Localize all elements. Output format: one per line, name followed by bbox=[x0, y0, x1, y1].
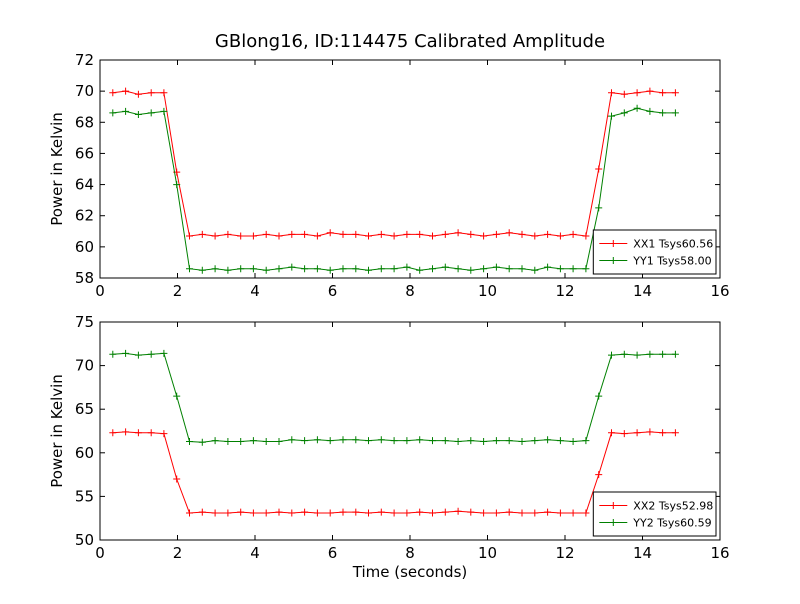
x-tick-label: 10 bbox=[478, 544, 497, 562]
x-tick-label: 2 bbox=[173, 282, 183, 300]
bottom-plot: 0 2 4 6 8 10 12 14 16 50 55 60 65 70 75 XX2 Tsys52.98 YY… bbox=[75, 313, 730, 562]
legend-label: YY1 Tsys58.00 bbox=[632, 255, 711, 268]
legend-label: XX2 Tsys52.98 bbox=[633, 500, 713, 513]
y-tick-label: 65 bbox=[75, 400, 94, 418]
y-tick-label: 66 bbox=[75, 144, 94, 162]
x-tick-label: 8 bbox=[405, 282, 415, 300]
x-tick-label: 0 bbox=[95, 544, 105, 562]
series-line-yy2 bbox=[112, 352, 676, 443]
x-tick-label: 10 bbox=[478, 282, 497, 300]
x-tick-label: 0 bbox=[95, 282, 105, 300]
series-line-xx1 bbox=[112, 90, 676, 237]
x-tick-label: 6 bbox=[328, 282, 338, 300]
x-tick-label: 12 bbox=[555, 282, 574, 300]
legend-marker-sample bbox=[609, 240, 617, 247]
legend-box bbox=[592, 229, 717, 275]
y-tick-label: 70 bbox=[75, 82, 94, 100]
bottom-y-axis-label: Power in Kelvin bbox=[48, 374, 66, 488]
x-axis-label: Time (seconds) bbox=[352, 563, 468, 581]
legend-marker-sample bbox=[609, 519, 617, 526]
legend-label: YY2 Tsys60.59 bbox=[632, 517, 711, 530]
y-tick-label: 70 bbox=[75, 357, 94, 375]
figure-title: GBlong16, ID:114475 Calibrated Amplitude bbox=[215, 31, 605, 52]
series-markers-xx1 bbox=[109, 87, 679, 240]
x-tick-label: 14 bbox=[633, 544, 652, 562]
y-tick-label: 55 bbox=[75, 487, 94, 505]
legend-box bbox=[592, 491, 717, 537]
x-tick-label: 14 bbox=[633, 282, 652, 300]
x-tick-label: 12 bbox=[555, 544, 574, 562]
series-markers-yy2 bbox=[109, 349, 679, 446]
y-tick-label: 60 bbox=[75, 238, 94, 256]
y-tick-label: 50 bbox=[75, 531, 94, 549]
x-tick-label: 2 bbox=[173, 544, 183, 562]
x-tick-label: 4 bbox=[250, 544, 260, 562]
y-tick-label: 68 bbox=[75, 113, 94, 131]
top-y-axis-label: Power in Kelvin bbox=[48, 112, 66, 226]
y-tick-label: 72 bbox=[75, 51, 94, 69]
x-tick-label: 8 bbox=[405, 544, 415, 562]
legend-marker-sample bbox=[609, 502, 617, 509]
y-tick-label: 75 bbox=[75, 313, 94, 331]
x-tick-label: 16 bbox=[710, 544, 729, 562]
y-tick-label: 64 bbox=[75, 176, 94, 194]
x-tick-label: 16 bbox=[710, 282, 729, 300]
y-tick-label: 60 bbox=[75, 444, 94, 462]
series-line-yy1 bbox=[112, 107, 676, 271]
legend-marker-sample bbox=[609, 257, 617, 264]
y-tick-label: 62 bbox=[75, 207, 94, 225]
legend-label: XX1 Tsys60.56 bbox=[633, 238, 713, 251]
y-tick-label: 58 bbox=[75, 269, 94, 287]
series-markers-xx2 bbox=[109, 428, 679, 517]
series-markers-yy1 bbox=[109, 104, 679, 274]
x-tick-label: 4 bbox=[250, 282, 260, 300]
x-tick-label: 6 bbox=[328, 544, 338, 562]
